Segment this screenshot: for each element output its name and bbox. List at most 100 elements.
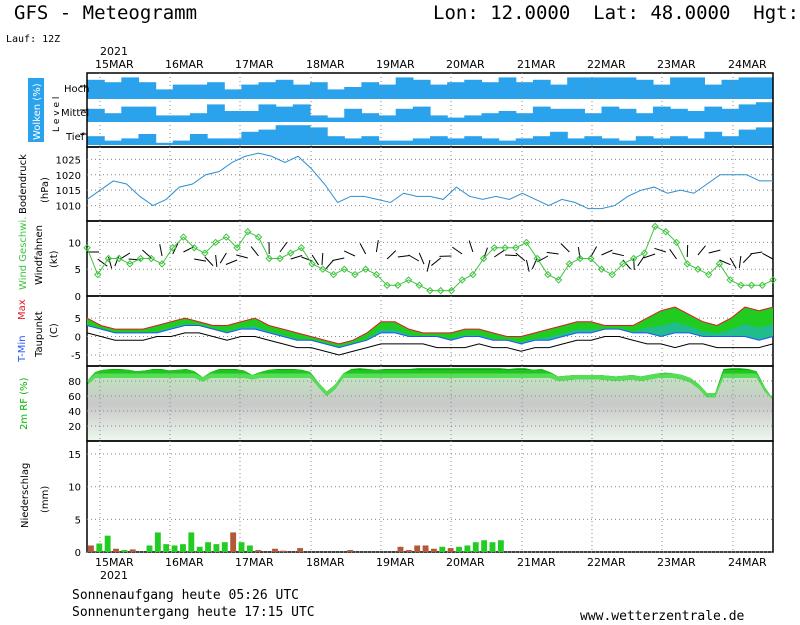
date-tick-label-bottom: 17MAR [235,556,274,569]
precipitation-bar [405,550,412,552]
cloud-cover-cell [515,138,534,145]
precipitation-bar [447,548,454,552]
humidity-tick-label: 80 [68,377,81,388]
wind-barb [397,255,410,258]
cloud-cover-cell [361,136,380,145]
wind-speed-point [501,244,509,252]
cloud-cover-cell [241,131,260,145]
cloud-cover-cell [224,89,242,99]
cloud-cover-cell [412,79,431,99]
cloud-cover-cell [292,84,311,99]
cloud-cover-cell [721,108,740,122]
wind-barb [183,246,195,253]
precipitation-bar [297,548,304,552]
cloud-cover-cell [670,108,688,122]
cloud-cover-cell [395,108,414,122]
wind-barb [525,259,530,272]
cloud-cover-cell [378,140,397,145]
pressure-tick-label: 1010 [56,202,81,213]
cloud-cover-cell [704,106,723,122]
cloud-cover-cell [721,79,740,99]
cloud-cover-cell [138,106,157,122]
wind-barb [654,247,666,253]
precipitation-bar [146,545,153,552]
cloud-cover-cell [138,82,157,99]
wind-speed-point [233,244,241,252]
cloud-cover-cell [189,84,208,99]
cloud-cover-cell [532,136,551,145]
humidity-tick-label: 60 [68,392,81,403]
wind-speed-point [769,276,777,284]
wind-speed-point [351,270,359,279]
cloud-cover-cell [207,82,225,99]
precipitation-bar [489,542,496,552]
wind-speed-point [404,276,413,284]
wind-barb [359,243,367,255]
wind-speed-point [415,281,423,289]
wind-barb [452,246,463,255]
cloud-cover-cell [584,113,603,122]
wind-speed-point [490,244,499,252]
wind-barb [236,254,248,259]
wind-barb [577,247,581,260]
wind-barb [762,252,774,260]
wind-barb [612,252,625,257]
precipitation-bar [196,546,203,552]
tmin-line [86,324,774,349]
cloud-cover-cell [447,138,465,145]
cloud-cover-cell [378,84,397,99]
cloud-cover-cell [189,113,208,122]
wind-speed-point [426,286,434,295]
wind-tick-label: 0 [75,292,81,303]
wind-speed-point [394,281,402,289]
cloud-cover-cell [652,84,671,99]
pressure-panel-frame [86,146,774,222]
date-tick-label: 16MAR [165,58,204,71]
sunrise-text: Sonnenaufgang heute 05:26 UTC [72,588,299,603]
cloud-cover-cell [361,82,380,99]
cloud-cover-cell [258,129,277,145]
cloud-cover-cell [121,138,140,145]
cloud-label-bg [28,78,44,142]
cloud-cover-cell [292,104,311,122]
wind-barb [697,245,706,256]
date-tick-label: 18MAR [306,58,345,71]
wind-speed-point [704,270,713,279]
cloud-cover-cell [498,111,517,122]
level-label-mid: Mittel [61,108,89,119]
precipitation-tick-label: 15 [68,450,81,461]
wind-barb [643,253,656,259]
date-tick-label: 21MAR [517,58,556,71]
precipitation-tick-label: 0 [75,548,81,559]
precipitation-bar [205,542,211,552]
wind-barb [97,258,108,267]
wind-speed-point [522,238,531,247]
humidity-axis-label: 2m RF (%) [19,377,30,430]
wind-speed-point [297,244,306,252]
cloud-cover-cell [327,117,345,122]
wind-barb [590,246,598,258]
cloud-cover-cell [584,77,603,99]
humidity-band [87,373,773,400]
precipitation-bar [397,546,404,552]
cloud-cover-cell [138,134,157,145]
cloud-cover-cell [344,138,362,145]
wind-tick-label: 10 [68,238,81,249]
cloud-cover-cell [121,77,140,99]
wind-speed-point [136,254,145,263]
wind-speed-point [372,270,381,279]
cloud-cover-cell [515,113,534,122]
cloud-cover-cell [464,79,483,99]
cloud-cover-cell [258,82,277,99]
wind-speed-point [683,260,691,268]
date-tick-label-bottom: 18MAR [306,556,345,569]
cloud-cover-cell [155,89,174,99]
cloud-cover-cell [412,138,431,145]
precipitation-bar [347,550,354,552]
wind-speed-point [533,254,541,263]
humidity-tick-label: 40 [68,407,81,418]
wind-barb [505,254,518,257]
year-label-bottom: 2021 [100,569,128,582]
wind-speed-point [608,270,616,279]
